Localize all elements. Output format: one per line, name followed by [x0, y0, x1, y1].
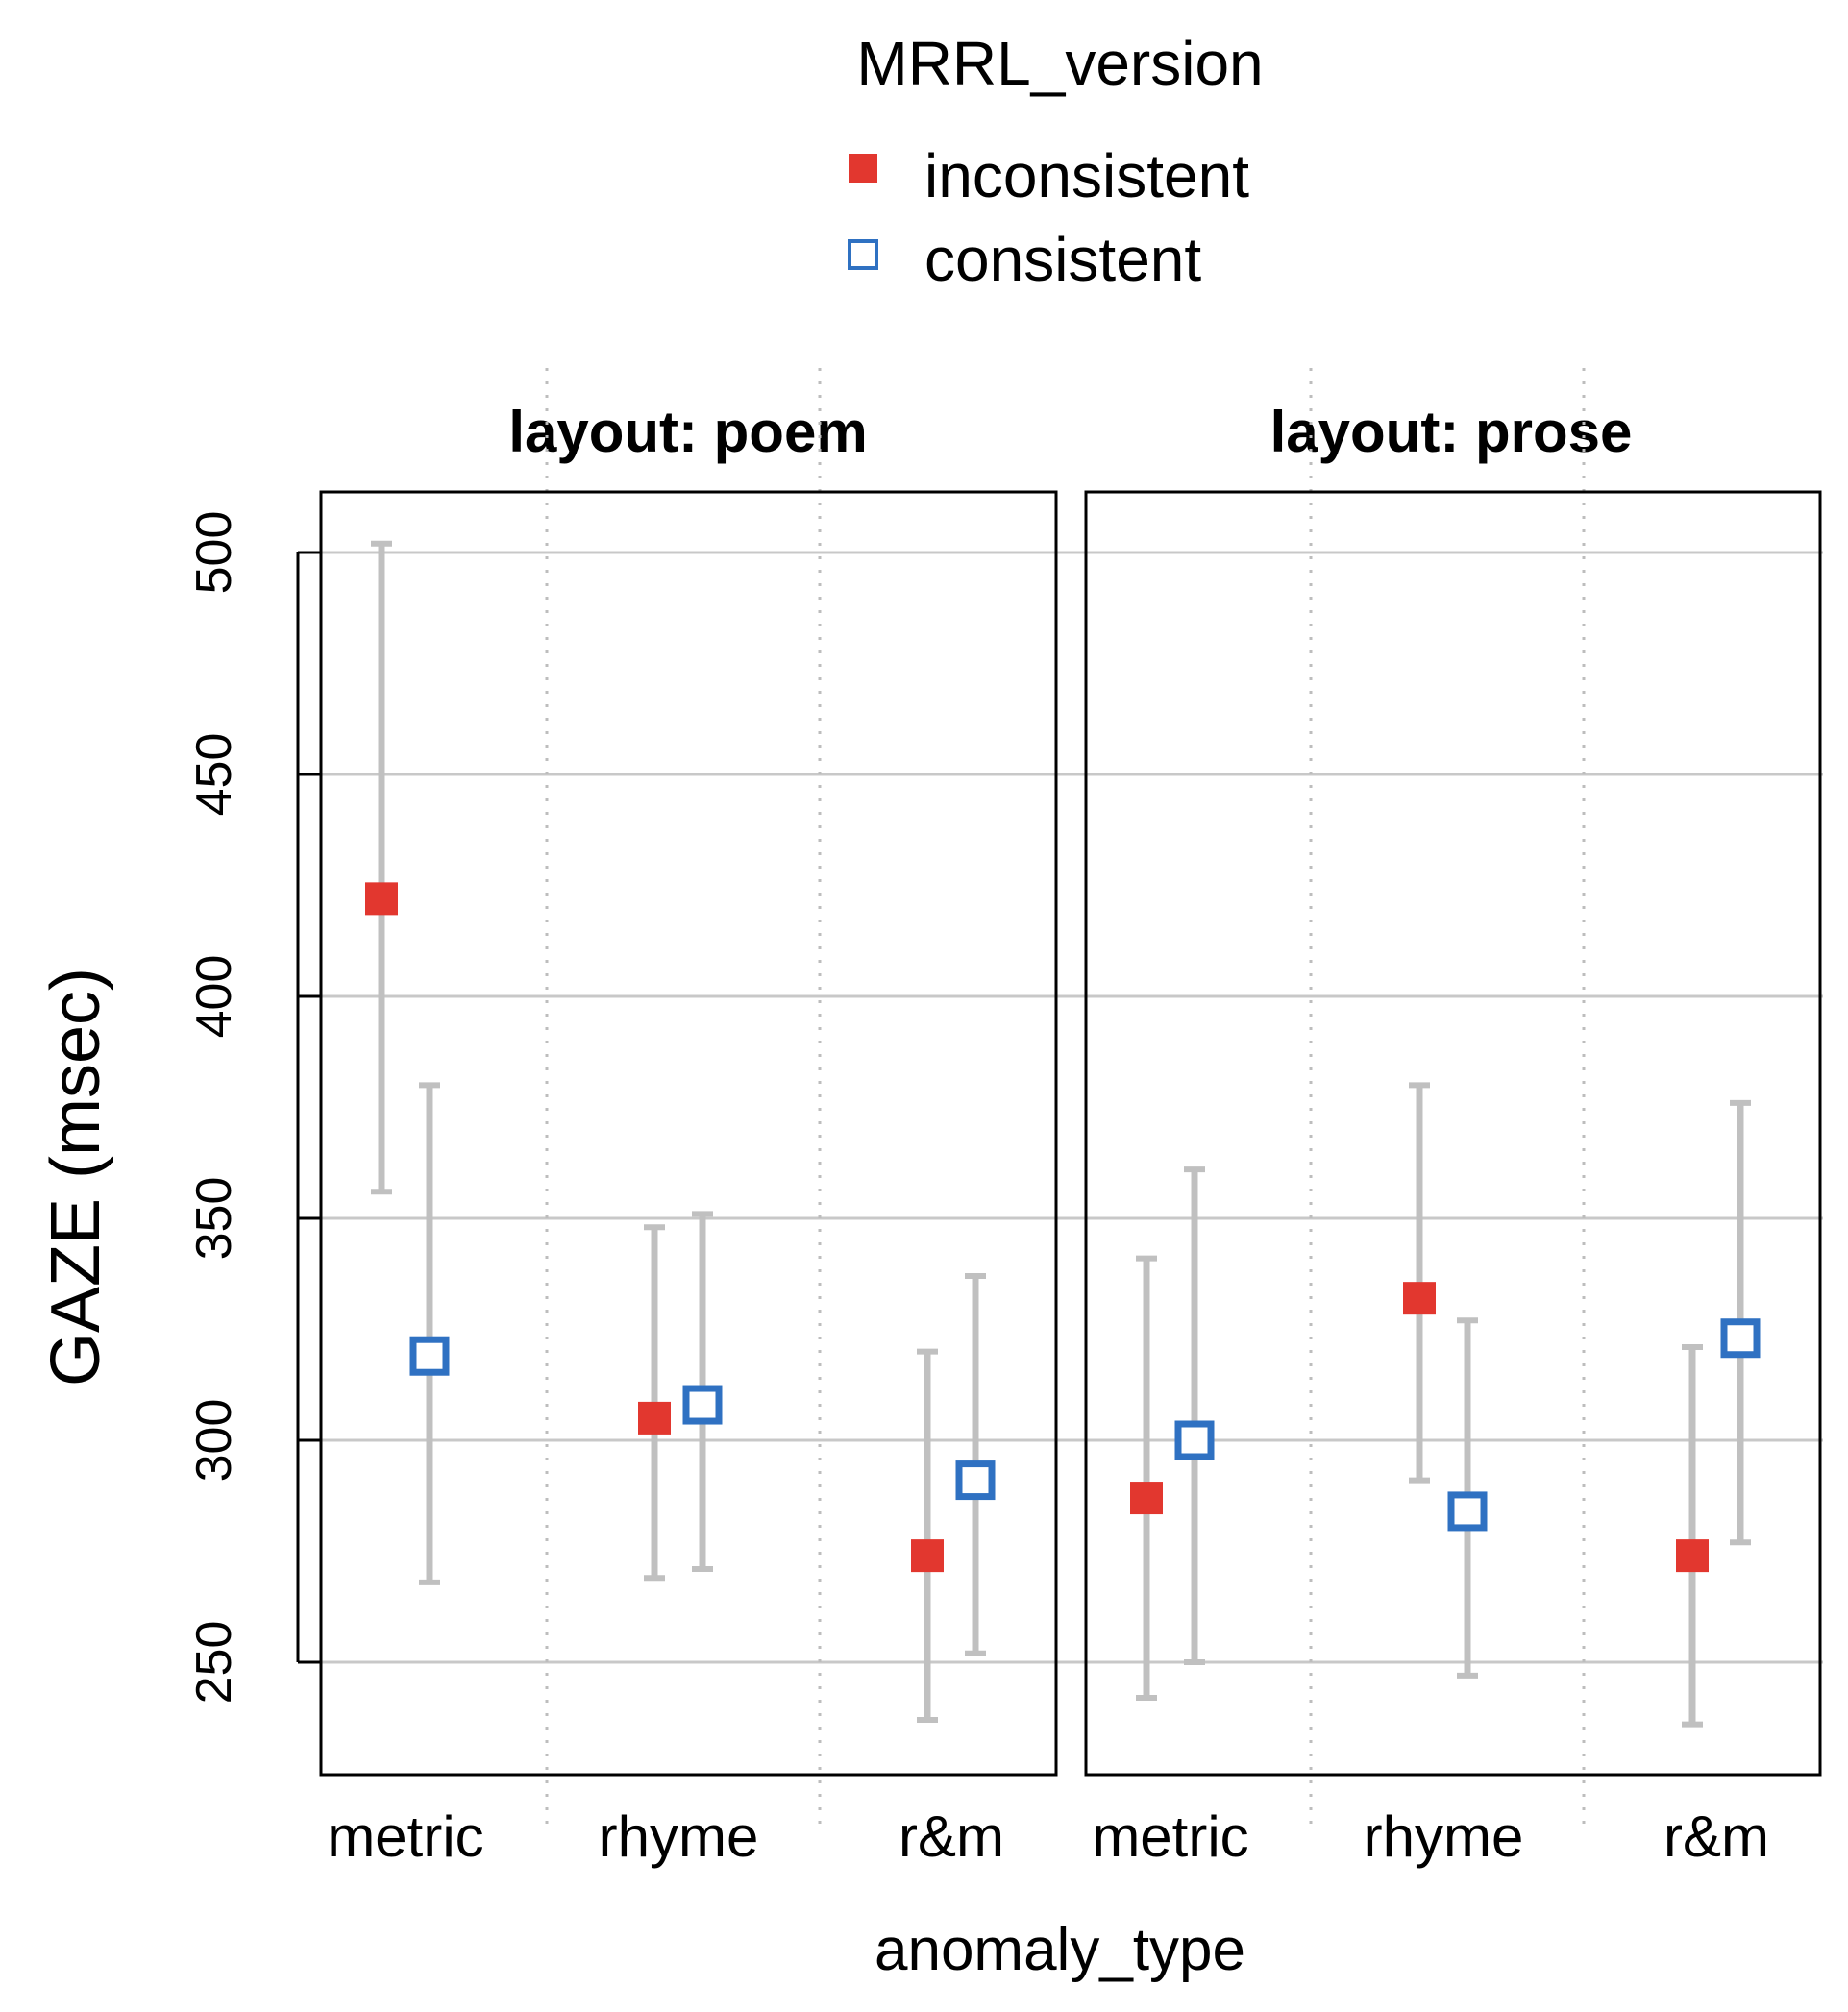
legend: MRRL_version inconsistent consistent: [848, 29, 1264, 294]
point-inconsistent-1-0-2: [1676, 1539, 1709, 1573]
point-inconsistent-1-0-0: [1130, 1482, 1163, 1515]
x-tick-label-1-2: r&m: [1663, 1804, 1769, 1869]
strip-title-prose: layout: prose: [1270, 400, 1633, 464]
x-tick-label-0-1: rhyme: [599, 1804, 759, 1869]
point-inconsistent-1-0-1: [1403, 1282, 1436, 1315]
legend-marker-inconsistent: [849, 154, 877, 183]
y-tick-label-350: 350: [186, 1177, 242, 1261]
point-consistent-0-1-1: [682, 1385, 723, 1425]
point-inconsistent-0-0-1: [638, 1401, 671, 1435]
y-tick-label-400: 400: [186, 955, 242, 1039]
y-tick-label-500: 500: [186, 511, 242, 595]
y-axis-label: GAZE (msec): [37, 968, 114, 1386]
point-consistent-0-1-2: [955, 1460, 996, 1501]
y-tick-label-450: 450: [186, 733, 242, 817]
legend-label-consistent: consistent: [924, 225, 1201, 294]
x-axis-label: anomaly_type: [875, 1917, 1245, 1983]
panel-frame-1: [1084, 490, 1822, 1777]
point-consistent-1-1-2: [1720, 1318, 1761, 1359]
point-inconsistent-0-0-2: [911, 1539, 944, 1573]
x-tick-label-0-2: r&m: [899, 1804, 1004, 1869]
point-consistent-0-1-0: [409, 1336, 450, 1376]
legend-marker-consistent: [848, 239, 878, 270]
plot-area: 250 300 350 400 450 500 metric rhyme r&m metric rh…: [186, 368, 1823, 1869]
legend-label-inconsistent: inconsistent: [924, 141, 1249, 210]
x-tick-label-1-1: rhyme: [1364, 1804, 1524, 1869]
x-tick-label-1-0: metric: [1092, 1804, 1248, 1869]
panel-frame-0: [319, 490, 1058, 1777]
point-consistent-1-1-0: [1174, 1420, 1215, 1460]
strip-title-poem: layout: poem: [508, 400, 867, 464]
y-tick-label-250: 250: [186, 1621, 242, 1705]
point-inconsistent-0-0-0: [365, 882, 398, 916]
legend-title: MRRL_version: [856, 29, 1263, 98]
point-consistent-1-1-1: [1447, 1491, 1488, 1532]
x-tick-label-0-0: metric: [327, 1804, 483, 1869]
y-tick-label-300: 300: [186, 1399, 242, 1483]
